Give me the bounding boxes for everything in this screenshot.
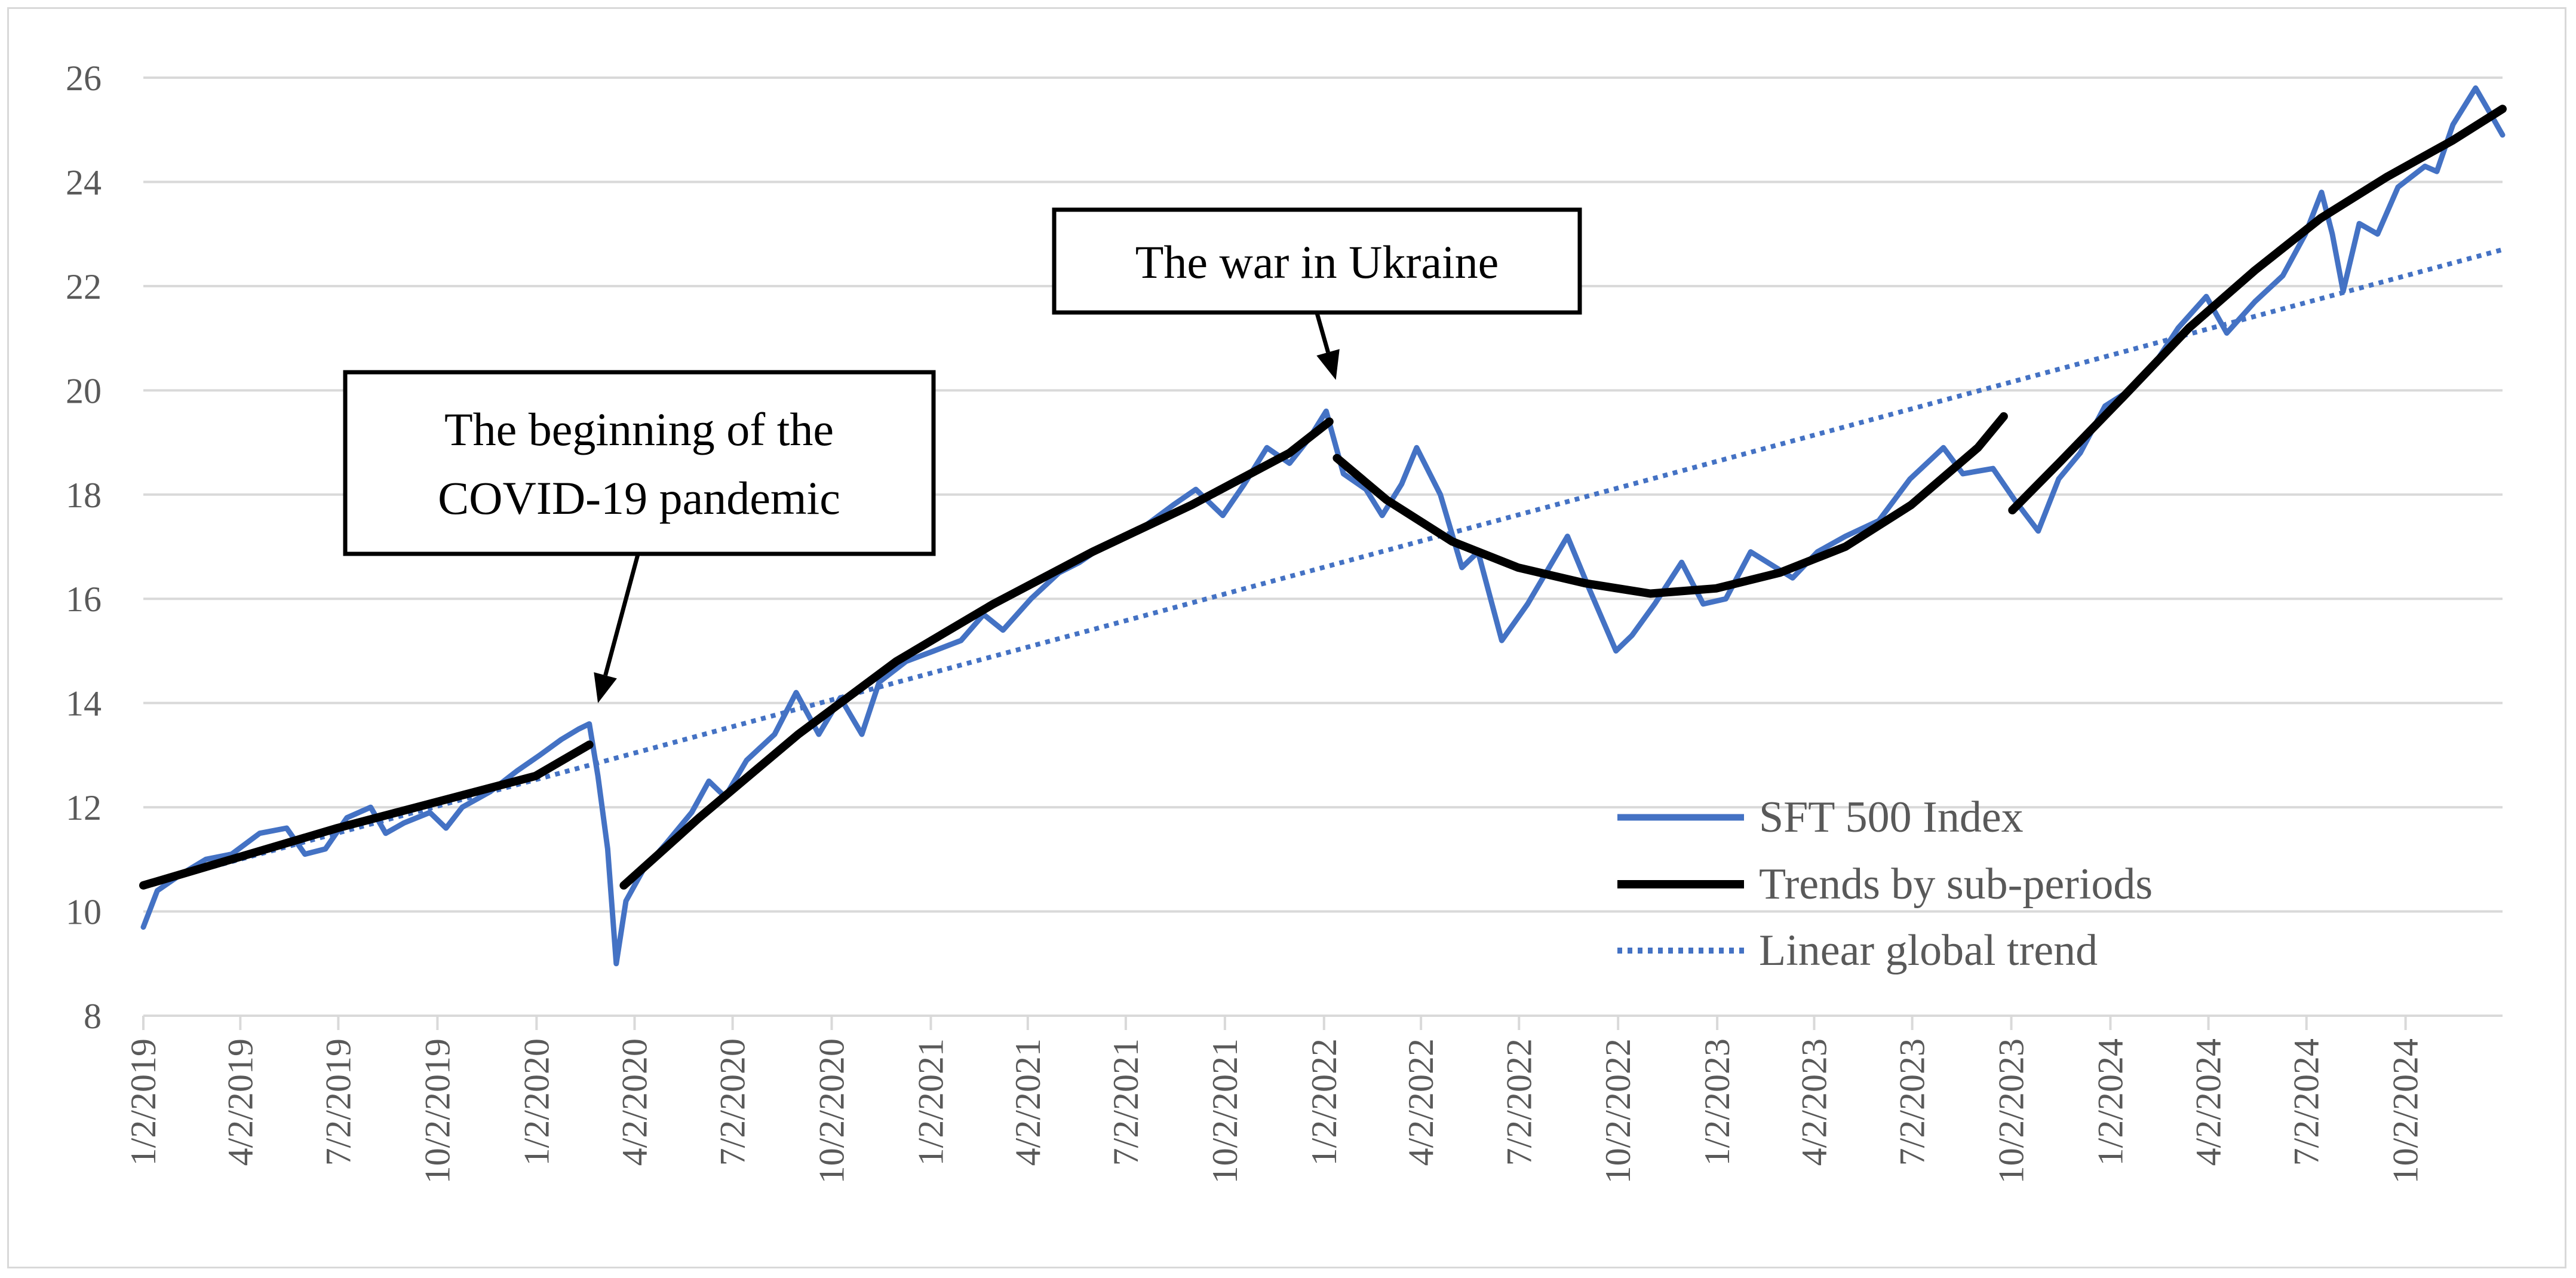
x-tick-label: 10/2/2021 [1205, 1038, 1245, 1184]
annotation-ukraine-arrow [1315, 312, 1330, 353]
x-tick-label: 4/2/2024 [2189, 1038, 2228, 1166]
legend-item-sft-500: SFT 500 Index [1617, 793, 2024, 842]
x-tick-label: 4/2/2023 [1794, 1038, 1834, 1166]
annotation-ukraine-box [1052, 207, 1582, 315]
x-tick-label: 7/2/2020 [713, 1038, 753, 1166]
legend: SFT 500 Index Trends by sub-periods Line… [1617, 793, 2153, 975]
x-axis: 1/2/2019 4/2/2019 7/2/2019 10/2/2019 1/2/202… [124, 1015, 2503, 1184]
legend-item-sub-period-trends: Trends by sub-periods [1617, 860, 2153, 909]
legend-label-sft-500: SFT 500 Index [1759, 793, 2024, 842]
x-tick-label: 7/2/2021 [1106, 1038, 1146, 1166]
x-tick-label: 1/2/2021 [911, 1038, 950, 1166]
series-trends-by-sub-periods-segment-3 [1332, 412, 2008, 598]
x-tick-label: 4/2/2019 [220, 1038, 260, 1166]
y-tick-label-10: 10 [66, 893, 102, 932]
x-tick-label: 4/2/2021 [1008, 1038, 1048, 1166]
x-tick-label: 7/2/2024 [2287, 1038, 2326, 1166]
x-tick-label: 7/2/2022 [1499, 1038, 1539, 1166]
x-tick-label: 10/2/2019 [417, 1038, 457, 1184]
series-trends-by-sub-periods-segment-4 [2008, 105, 2507, 514]
y-tick-label-14: 14 [66, 684, 102, 724]
legend-label-linear-global-trend: Linear global trend [1759, 926, 2098, 975]
y-tick-label-18: 18 [66, 476, 102, 515]
y-tick-label-16: 16 [66, 580, 102, 619]
y-tick-label-8: 8 [84, 997, 102, 1036]
x-tick-label: 10/2/2024 [2386, 1038, 2425, 1184]
annotation-covid-arrow [603, 554, 640, 676]
x-tick-label: 7/2/2023 [1893, 1038, 1932, 1166]
y-axis-tick-labels: 8 10 12 14 16 18 20 22 24 26 [66, 59, 102, 1036]
x-tick-label: 10/2/2022 [1598, 1038, 1638, 1184]
x-tick-label: 1/2/2022 [1304, 1038, 1344, 1166]
x-tick-label: 4/2/2022 [1401, 1038, 1441, 1166]
x-tick-label: 1/2/2020 [517, 1038, 556, 1166]
annotation-covid-line-1: The beginning of the [444, 403, 834, 455]
y-tick-label-26: 26 [66, 59, 102, 98]
x-tick-label: 1/2/2019 [124, 1038, 163, 1166]
series-trends-by-sub-periods-segment-2 [619, 417, 1334, 890]
x-tick-label: 1/2/2023 [1697, 1038, 1737, 1166]
annotation-ukraine-arrowhead [1316, 349, 1340, 380]
x-tick-label: 10/2/2020 [812, 1038, 852, 1184]
y-tick-label-12: 12 [66, 788, 102, 828]
annotation-ukraine-line-1: The war in Ukraine [1135, 236, 1499, 288]
legend-label-sub-period-trends: Trends by sub-periods [1759, 860, 2153, 909]
y-tick-label-20: 20 [66, 371, 102, 410]
y-tick-label-24: 24 [66, 163, 102, 202]
series-lines [139, 85, 2507, 967]
annotation-covid-box [343, 370, 936, 556]
legend-item-linear-global-trend: Linear global trend [1617, 926, 2098, 975]
annotation-covid: The beginning of the COVID-19 pandemic [343, 370, 936, 703]
series-trends-by-sub-periods-segment-1 [139, 740, 594, 890]
annotation-covid-arrowhead [594, 672, 617, 703]
y-tick-label-22: 22 [66, 267, 102, 307]
annotation-ukraine: The war in Ukraine [1052, 207, 1582, 380]
x-tick-label: 4/2/2020 [615, 1038, 654, 1166]
annotation-covid-line-2: COVID-19 pandemic [438, 472, 840, 524]
x-tick-label: 1/2/2024 [2090, 1038, 2130, 1166]
x-tick-label: 7/2/2019 [318, 1038, 358, 1166]
x-tick-label: 10/2/2023 [1992, 1038, 2031, 1184]
